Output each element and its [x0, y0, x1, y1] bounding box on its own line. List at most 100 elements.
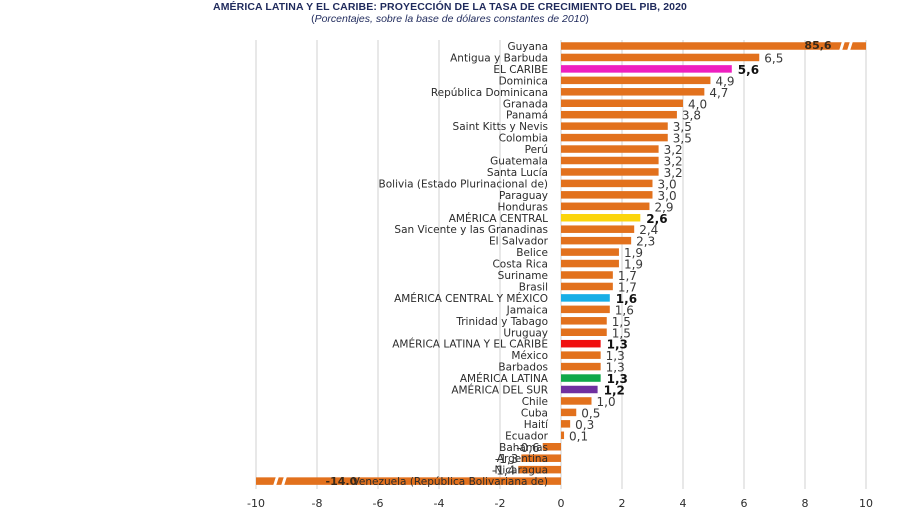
value-label: 4,7	[709, 86, 728, 100]
bar	[561, 431, 565, 440]
bar	[561, 271, 613, 279]
bar	[561, 156, 659, 165]
value-label: 1,9	[624, 258, 643, 272]
category-label: San Vicente y las Granadinas	[394, 224, 548, 236]
axis-break-mark	[273, 476, 279, 486]
category-label: Guyana	[507, 41, 548, 53]
category-label: AMÉRICA CENTRAL Y MÉXICO	[394, 292, 548, 305]
x-tick-label: -10	[247, 497, 265, 510]
subtitle-text: Porcentajes, sobre la base de dólares co…	[314, 13, 586, 25]
x-tick-label: 2	[619, 497, 626, 510]
bar	[561, 99, 683, 107]
category-label: Haití	[524, 419, 549, 431]
value-label: 3,5	[673, 132, 692, 146]
category-label: Bolivia (Estado Plurinacional de)	[379, 178, 548, 190]
value-label: 4,9	[715, 74, 734, 88]
bar	[256, 477, 561, 485]
value-label: 1,7	[618, 280, 637, 294]
value-label: 6,5	[764, 51, 783, 65]
category-label: Ecuador	[505, 430, 549, 442]
bar	[561, 248, 619, 256]
value-label: 2,9	[654, 200, 673, 214]
chart-title: AMÉRICA LATINA Y EL CARIBE: PROYECCIÓN D…	[213, 1, 687, 13]
bar	[561, 168, 659, 176]
category-label: Cuba	[521, 407, 548, 419]
bar	[561, 202, 650, 211]
value-label: 1,5	[612, 326, 631, 340]
bar	[561, 397, 592, 405]
category-label: AMÉRICA DEL SUR	[451, 384, 548, 397]
category-label: México	[511, 350, 548, 362]
category-label: Brasil	[519, 281, 548, 293]
x-tick-label: -8	[312, 497, 323, 510]
bar	[542, 443, 561, 451]
value-label: 1,9	[624, 246, 643, 260]
category-label: Dominica	[499, 75, 548, 87]
category-label: Argentina	[497, 453, 548, 465]
chart-subtitle: (Porcentajes, sobre la base de dólares c…	[0, 13, 900, 25]
bar	[561, 225, 635, 233]
value-label: 1,7	[618, 269, 637, 283]
x-tick-label: -6	[373, 497, 384, 510]
bar	[561, 76, 711, 85]
bar	[561, 305, 610, 314]
value-label: 3,0	[658, 189, 677, 203]
category-label: Colombia	[499, 133, 548, 145]
bar	[561, 420, 571, 428]
bar	[561, 259, 619, 268]
bar	[561, 53, 760, 62]
bar	[561, 351, 601, 359]
category-label: Guatemala	[490, 156, 548, 168]
bar	[521, 454, 561, 462]
category-label: El Salvador	[489, 236, 549, 248]
x-tick-label: 8	[802, 497, 809, 510]
bar	[561, 42, 866, 50]
subtitle-close-paren: )	[585, 13, 589, 25]
x-tick-label: 10	[859, 497, 873, 510]
bar	[561, 294, 610, 302]
value-label: -1,3	[495, 452, 518, 466]
axis-break-mark	[847, 41, 853, 51]
bar	[561, 122, 668, 130]
bar	[561, 408, 577, 417]
value-label: -1,4	[492, 464, 515, 478]
category-label: República Dominicana	[431, 87, 548, 99]
bar	[561, 110, 677, 119]
value-label: 0,3	[575, 418, 594, 432]
axis-break-mark	[839, 41, 845, 51]
value-label: 1,3	[606, 361, 625, 375]
x-tick-label: 4	[680, 497, 687, 510]
category-label: Granada	[503, 98, 548, 110]
value-labels: 85,66,55,64,94,74,03,83,53,53,23,23,23,0…	[326, 39, 832, 488]
bar	[561, 385, 598, 394]
value-label: 2,4	[639, 223, 658, 237]
category-label: Belice	[516, 247, 548, 259]
bar	[561, 282, 613, 291]
category-label: Barbados	[498, 362, 548, 374]
value-label: 5,6	[738, 63, 759, 77]
bar	[561, 362, 601, 371]
value-label: 0,5	[581, 406, 600, 420]
axis-break-mark	[281, 476, 287, 486]
value-label: 0,1	[569, 429, 588, 443]
bar	[561, 328, 607, 336]
category-label: EL CARIBE	[493, 64, 548, 76]
category-label: Nicaragua	[495, 465, 548, 477]
subtitle-open-paren: (	[311, 13, 315, 25]
value-label: 3,8	[682, 109, 701, 123]
bar	[561, 179, 653, 188]
category-label: Trinidad y Tabago	[455, 316, 548, 328]
category-label: AMÉRICA CENTRAL	[449, 212, 548, 225]
value-label: 1,6	[616, 292, 637, 306]
category-label: Jamaica	[506, 304, 548, 316]
x-tick-label: -2	[495, 497, 506, 510]
value-label: -0,6	[516, 441, 539, 455]
category-label: Honduras	[497, 201, 548, 213]
x-tick-label: 6	[741, 497, 748, 510]
bar	[561, 317, 607, 325]
value-label: 3,2	[664, 143, 683, 157]
category-label: Venezuela (República Bolivariana de)	[353, 476, 548, 488]
value-label: 1,3	[606, 349, 625, 363]
